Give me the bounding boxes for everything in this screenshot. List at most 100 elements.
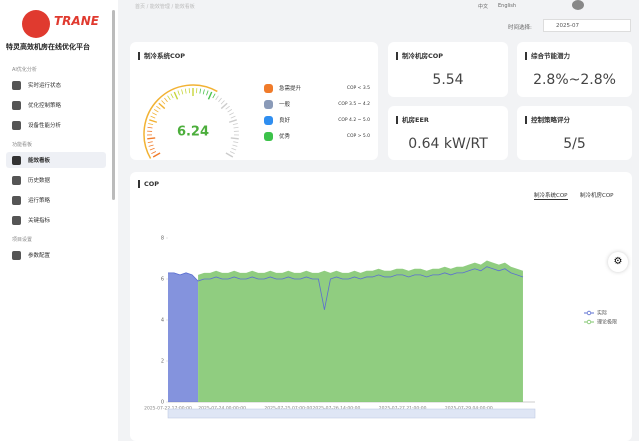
kpi-card: 综合节能潜力 2.8%~2.8% [517, 42, 632, 97]
level-legend: 急需提升 COP < 3.5 一般 COP 3.5 ~ 4.2 良好 COP 4.2 ~ … [264, 80, 370, 144]
menu-label: 运行策略 [28, 198, 51, 204]
y-tick-label: 4 [161, 318, 164, 324]
x-tick-label: 2025-07-24 00:00:00 [198, 406, 246, 412]
gauge-tick [148, 144, 154, 147]
gauge-tick [231, 147, 237, 151]
platform-title: 特灵高效机房在线优化平台 [6, 43, 90, 51]
gauge-tick [164, 97, 168, 103]
gauge-tick [230, 115, 236, 119]
gauge-tick [233, 126, 239, 129]
level-name: 优秀 [279, 134, 291, 140]
time-picker[interactable]: 2025-07 [543, 19, 631, 32]
menu-icon [12, 120, 21, 130]
menu-item[interactable]: 参数配置 [6, 247, 106, 263]
menu-icon [12, 250, 21, 260]
gauge-tick [218, 97, 222, 103]
level-range: COP 4.2 ~ 5.0 [338, 117, 370, 123]
gauge-tick [151, 151, 157, 154]
gauge-tick [232, 144, 238, 147]
level-row: 优秀 COP > 5.0 [264, 128, 370, 144]
gauge-tick [161, 100, 166, 105]
tab[interactable]: 制冷系统COP [534, 193, 568, 200]
menu-item[interactable]: 优化控制策略 [6, 97, 106, 113]
menu-icon [12, 100, 21, 110]
level-row: 一般 COP 3.5 ~ 4.2 [264, 96, 370, 112]
lang[interactable]: 中文 [478, 4, 489, 10]
gauge-tick [181, 89, 184, 95]
level-name: 急需提升 [279, 86, 302, 92]
gauge-tick [199, 88, 202, 94]
kpi-card: 控制策略评分 5/5 [517, 106, 632, 160]
level-row: 良好 COP 4.2 ~ 5.0 [264, 112, 370, 128]
gauge-tick [230, 137, 239, 140]
gauge-tick [170, 93, 174, 99]
avatar[interactable] [572, 0, 584, 10]
gauge-tick [206, 90, 209, 96]
gauge-tick [148, 123, 154, 126]
menu-icon [12, 155, 21, 165]
level-range: COP < 3.5 [346, 85, 370, 91]
gauge-tick [147, 126, 153, 129]
menu-section: AI优化分析 [12, 67, 37, 73]
gauge-tick [184, 88, 187, 94]
gauge-tick [232, 123, 238, 126]
kpi-title: 综合节能潜力 [525, 52, 570, 60]
gauge-tick [207, 91, 213, 100]
x-tick-label: 2025-07-27 21:00:00 [379, 406, 427, 412]
legend-label: 实际 [597, 310, 607, 317]
gauge-tick [225, 105, 230, 110]
gauge-tick [149, 147, 155, 151]
time-label: 时间选择: [508, 25, 532, 31]
menu-item[interactable]: 运行策略 [6, 192, 106, 208]
tab[interactable]: 制冷机房COP [580, 193, 614, 199]
gauge-tick [153, 109, 159, 113]
level-swatch [264, 83, 273, 93]
menu-icon [12, 175, 21, 185]
menu-item[interactable]: 能效看板 [6, 152, 106, 168]
menu-label: 实时运行状态 [28, 83, 62, 89]
area-fill [168, 272, 199, 402]
level-row: 急需提升 COP < 3.5 [264, 80, 370, 96]
y-tick-label: 0 [161, 400, 164, 406]
menu-label: 设备性能分析 [28, 123, 62, 129]
menu-item[interactable]: 历史数据 [6, 172, 106, 188]
scrollbar [112, 10, 115, 200]
level-name: 良好 [279, 118, 291, 124]
gauge-tick [147, 137, 156, 140]
gauge-tick [173, 91, 179, 100]
menu-label: 优化控制策略 [28, 103, 62, 109]
menu-label: 参数配置 [28, 253, 51, 259]
gauge-tick [149, 119, 158, 123]
level-swatch [264, 131, 273, 141]
y-tick-label: 8 [161, 236, 164, 242]
menu-section: 功能看板 [12, 142, 33, 148]
x-tick-label: 2025-07-25 07:00:00 [264, 406, 312, 412]
menu-icon [12, 80, 21, 90]
gauge-tick [229, 112, 234, 116]
gauge-tick [225, 152, 234, 158]
breadcrumb: 首页 / 能效管理 / 能效看板 [135, 4, 195, 10]
level-range: COP > 5.0 [346, 133, 370, 139]
legend-dot [586, 310, 592, 316]
gauge-tick [167, 95, 171, 101]
menu-item[interactable]: 关键指标 [6, 212, 106, 228]
gauge: 0106.24 [143, 84, 239, 159]
gauge-tick [233, 141, 239, 144]
menu-item[interactable]: 实时运行状态 [6, 77, 106, 93]
lang[interactable]: English [498, 3, 517, 9]
legend-label: 理论极限 [597, 319, 617, 326]
level-range: COP 3.5 ~ 4.2 [338, 101, 370, 107]
y-tick-label: 2 [161, 359, 164, 365]
settings-button[interactable]: ⚙ [608, 252, 628, 272]
menu-label: 关键指标 [28, 218, 51, 224]
menu-item[interactable]: 设备性能分析 [6, 117, 106, 133]
kpi-title: 机房EER [396, 116, 429, 124]
x-tick-label: 2025-07-26 14:00:00 [313, 406, 361, 412]
zoom-slider [167, 408, 536, 419]
menu: AI优化分析实时运行状态 优化控制策略 设备性能分析功能看板能效看板历史数据运行策略… [0, 58, 112, 267]
gauge-tick [220, 102, 228, 110]
kpi-value: 2.8%~2.8% [533, 72, 616, 88]
kpi-value: 5/5 [563, 136, 586, 152]
x-tick-label: 2025-07-22 17:00:00 [144, 406, 192, 412]
